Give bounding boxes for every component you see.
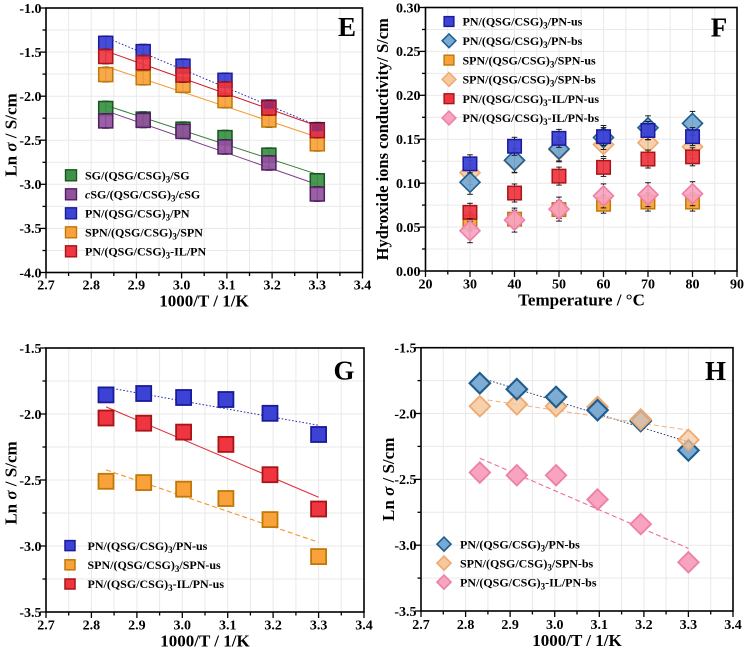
svg-text:3.1: 3.1 — [591, 618, 609, 633]
svg-text:1000/T / 1/K: 1000/T / 1/K — [160, 632, 250, 648]
svg-text:Hydroxide ions conductivity/ S: Hydroxide ions conductivity/ S/cm — [373, 18, 392, 260]
svg-text:-2.0: -2.0 — [19, 90, 41, 105]
svg-text:-2.0: -2.0 — [394, 407, 416, 422]
svg-text:0.00: 0.00 — [396, 265, 421, 280]
svg-text:0.25: 0.25 — [396, 45, 421, 60]
svg-text:80: 80 — [686, 278, 700, 293]
svg-text:-3.0: -3.0 — [394, 539, 416, 554]
svg-text:Ln σ / S/cm: Ln σ / S/cm — [2, 441, 21, 524]
svg-text:2.7: 2.7 — [37, 619, 55, 634]
svg-text:-1.5: -1.5 — [19, 342, 41, 357]
svg-text:-2.5: -2.5 — [394, 473, 416, 488]
svg-text:1000/T / 1/K: 1000/T / 1/K — [532, 631, 622, 648]
svg-text:50: 50 — [552, 278, 566, 293]
svg-text:3.2: 3.2 — [264, 619, 282, 634]
svg-text:SPN/(QSG/CSG)3/SPN-us: SPN/(QSG/CSG)3/SPN-us — [88, 558, 222, 574]
svg-text:3.2: 3.2 — [635, 618, 653, 633]
svg-text:0.30: 0.30 — [396, 1, 421, 16]
svg-text:0.20: 0.20 — [396, 89, 421, 104]
svg-text:3.3: 3.3 — [309, 279, 327, 294]
svg-text:90: 90 — [730, 278, 744, 293]
svg-text:Ln σ / S/cm: Ln σ / S/cm — [2, 93, 21, 176]
svg-text:2.9: 2.9 — [128, 619, 146, 634]
svg-text:-2.0: -2.0 — [19, 408, 41, 423]
svg-text:2.8: 2.8 — [83, 619, 101, 634]
svg-text:-4.0: -4.0 — [19, 266, 41, 281]
svg-text:0.10: 0.10 — [396, 177, 421, 192]
svg-text:SPN/(QSG/CSG)3/SPN-bs: SPN/(QSG/CSG)3/SPN-bs — [463, 73, 597, 89]
svg-text:-2.5: -2.5 — [19, 134, 41, 149]
svg-text:PN/(QSG/CSG)3-IL/PN-us: PN/(QSG/CSG)3-IL/PN-us — [88, 577, 225, 593]
svg-text:-1.5: -1.5 — [19, 46, 41, 61]
svg-text:2.8: 2.8 — [457, 618, 475, 633]
svg-text:3.4: 3.4 — [355, 619, 373, 634]
svg-text:0.05: 0.05 — [396, 221, 421, 236]
svg-text:Temperature / °C: Temperature / °C — [518, 291, 645, 310]
svg-text:-3.5: -3.5 — [19, 222, 41, 237]
svg-text:cSG/(QSG/CSG)3/cSG: cSG/(QSG/CSG)3/cSG — [85, 188, 200, 204]
svg-text:PN/(QSG/CSG)3/PN-us: PN/(QSG/CSG)3/PN-us — [463, 15, 583, 31]
svg-text:2.9: 2.9 — [501, 618, 519, 633]
svg-text:PN/(QSG/CSG)3/PN: PN/(QSG/CSG)3/PN — [85, 207, 190, 223]
svg-text:2.7: 2.7 — [412, 618, 430, 633]
svg-text:2.7: 2.7 — [37, 279, 55, 294]
svg-text:0.15: 0.15 — [396, 133, 421, 148]
svg-text:F: F — [711, 13, 728, 43]
svg-text:SPN/(QSG/CSG)3/SPN-bs: SPN/(QSG/CSG)3/SPN-bs — [460, 556, 594, 572]
svg-text:3.2: 3.2 — [263, 279, 281, 294]
svg-text:PN/(QSG/CSG)3/PN-bs: PN/(QSG/CSG)3/PN-bs — [460, 537, 580, 553]
svg-text:20: 20 — [419, 278, 433, 293]
svg-text:H: H — [705, 356, 726, 386]
svg-text:30: 30 — [463, 278, 477, 293]
svg-text:-2.5: -2.5 — [19, 474, 41, 489]
svg-text:-3.5: -3.5 — [394, 605, 416, 620]
svg-text:SPN/(QSG/CSG)3/SPN: SPN/(QSG/CSG)3/SPN — [85, 226, 203, 242]
svg-text:2.8: 2.8 — [82, 279, 100, 294]
svg-text:E: E — [338, 12, 356, 42]
svg-text:40: 40 — [508, 278, 522, 293]
svg-text:3.1: 3.1 — [219, 619, 237, 634]
svg-text:3.3: 3.3 — [680, 618, 698, 633]
svg-text:3.3: 3.3 — [310, 619, 328, 634]
svg-text:3.4: 3.4 — [354, 279, 372, 294]
svg-text:3.4: 3.4 — [724, 618, 742, 633]
svg-text:PN/(QSG/CSG)3-IL/PN-bs: PN/(QSG/CSG)3-IL/PN-bs — [460, 575, 597, 591]
svg-text:-1.5: -1.5 — [394, 342, 416, 357]
svg-text:SG/(QSG/CSG)3/SG: SG/(QSG/CSG)3/SG — [85, 169, 190, 185]
svg-text:3.0: 3.0 — [173, 279, 191, 294]
svg-text:SPN/(QSG/CSG)3/SPN-us: SPN/(QSG/CSG)3/SPN-us — [463, 53, 597, 69]
svg-text:1000/T / 1/K: 1000/T / 1/K — [159, 292, 249, 311]
svg-text:PN/(QSG/CSG)3-IL/PN-us: PN/(QSG/CSG)3-IL/PN-us — [463, 92, 600, 108]
svg-text:70: 70 — [641, 278, 655, 293]
svg-text:-3.0: -3.0 — [19, 178, 41, 193]
svg-text:PN/(QSG/CSG)3-IL/PN: PN/(QSG/CSG)3-IL/PN — [85, 245, 207, 261]
svg-text:3.0: 3.0 — [174, 619, 192, 634]
svg-text:G: G — [333, 356, 354, 386]
svg-text:2.9: 2.9 — [128, 279, 146, 294]
svg-text:PN/(QSG/CSG)3/PN-us: PN/(QSG/CSG)3/PN-us — [88, 539, 208, 555]
svg-text:Ln σ / S/cm: Ln σ / S/cm — [379, 438, 398, 521]
svg-text:PN/(QSG/CSG)3-IL/PN-bs: PN/(QSG/CSG)3-IL/PN-bs — [463, 111, 600, 127]
svg-text:3.1: 3.1 — [218, 279, 236, 294]
svg-text:PN/(QSG/CSG)3/PN-bs: PN/(QSG/CSG)3/PN-bs — [463, 34, 583, 50]
svg-text:60: 60 — [597, 278, 611, 293]
svg-text:-1.0: -1.0 — [19, 2, 41, 17]
svg-text:3.0: 3.0 — [546, 618, 564, 633]
svg-text:-3.0: -3.0 — [19, 540, 41, 555]
svg-text:-3.5: -3.5 — [19, 606, 41, 621]
